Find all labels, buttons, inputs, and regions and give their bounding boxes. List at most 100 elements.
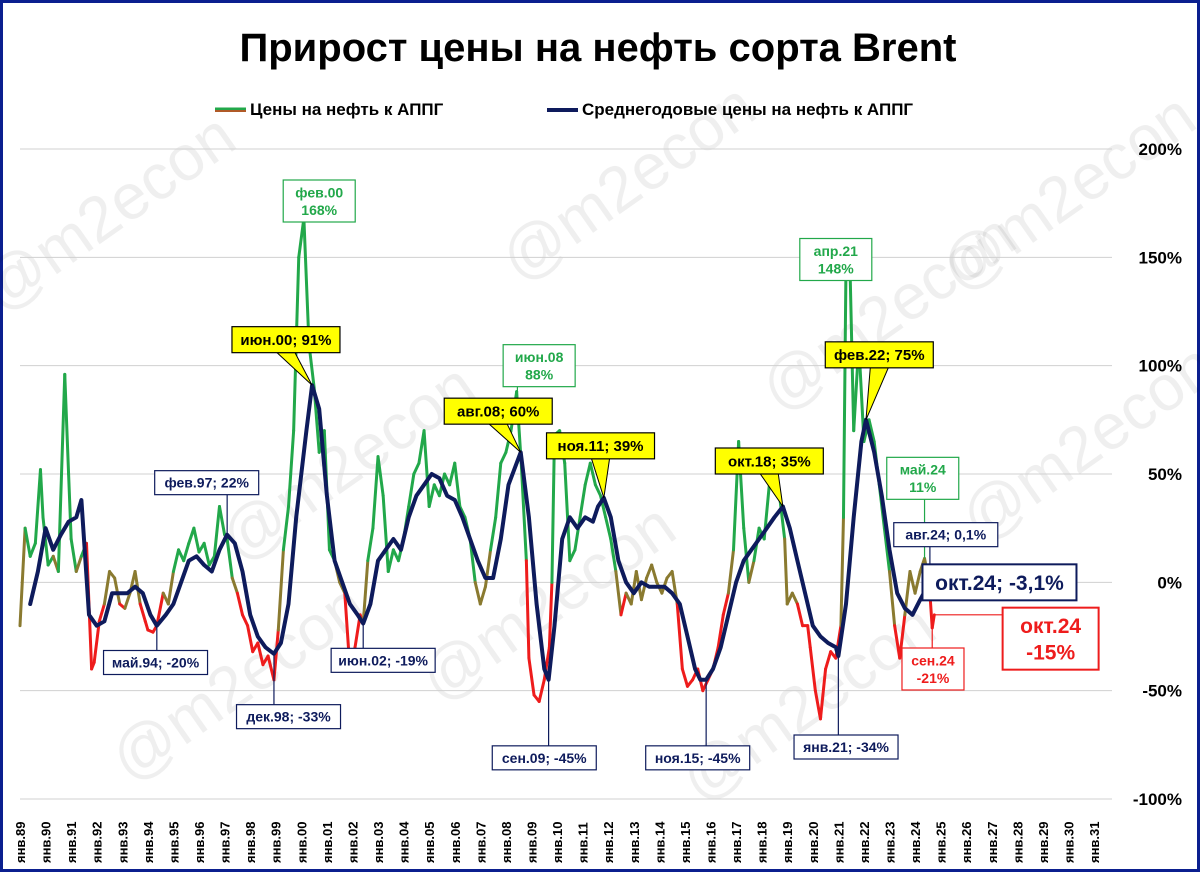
annotation: окт.24 -15%	[934, 606, 1100, 671]
y-axis-ticks: 200% 150% 100% 50% 0% -50% -100%	[1133, 140, 1182, 809]
annotation: фев.97; 22%	[154, 470, 260, 535]
price-yoy-segment	[202, 541, 211, 567]
price-yoy-segment	[721, 591, 730, 617]
legend-item-price-yoy: Цены на нефть к АППГ	[215, 100, 444, 119]
annotation: сен.24 -21%	[901, 627, 965, 691]
price-yoy-segment	[67, 472, 73, 541]
series-avg-price-yoy	[28, 383, 937, 682]
x-tick-label: янв.04	[397, 821, 412, 863]
x-tick-label: янв.15	[678, 821, 693, 863]
price-yoy-segment	[888, 570, 897, 628]
price-yoy-segment	[499, 450, 508, 465]
price-yoy-segment	[839, 515, 845, 628]
x-tick-label: янв.92	[90, 821, 105, 863]
watermark-text: @m2econ	[207, 349, 488, 576]
x-tick-label: янв.91	[64, 821, 79, 863]
price-yoy-segment	[302, 216, 311, 346]
price-yoy-segment	[588, 461, 597, 487]
price-yoy-segment	[785, 591, 794, 606]
x-tick-label: янв.08	[499, 821, 514, 863]
annotation-label: июн.02; -19%	[338, 652, 428, 668]
price-yoy-segment	[69, 537, 78, 573]
price-yoy-segment	[212, 505, 221, 558]
annotation-pointer	[487, 423, 522, 453]
price-yoy-segment	[246, 624, 255, 654]
x-tick-label: янв.17	[729, 821, 744, 863]
x-tick-label: янв.30	[1062, 821, 1077, 863]
annotation-box	[886, 456, 960, 500]
price-yoy-segment	[806, 624, 812, 649]
annotation-box	[799, 237, 873, 282]
annotation: июн.02; -19%	[330, 623, 436, 673]
annotation: фев.00 168%	[282, 179, 356, 223]
price-yoy-segment	[287, 429, 296, 508]
annotation-box	[102, 649, 209, 676]
annotation-box	[231, 326, 341, 354]
annotation-box	[154, 470, 260, 496]
price-yoy-segment	[609, 537, 618, 573]
price-yoy-segment	[171, 548, 181, 573]
annotation-box	[330, 647, 436, 673]
price-yoy-segment	[824, 650, 833, 671]
chart-title: Прирост цены на нефть сорта Brent	[239, 26, 956, 70]
price-yoy-segment	[524, 559, 531, 660]
price-yoy-segment	[583, 461, 592, 487]
price-yoy-segment	[230, 576, 239, 595]
price-yoy-segment	[366, 526, 375, 563]
x-tick-label: янв.14	[652, 821, 667, 863]
price-yoy-segment	[930, 613, 936, 630]
price-yoy-segment	[376, 455, 385, 498]
price-yoy-segment	[361, 559, 370, 625]
annotation: ноя.15; -45%	[645, 679, 751, 771]
x-tick-label: янв.90	[39, 821, 54, 863]
price-yoy-segment	[716, 613, 725, 649]
price-yoy-segment	[97, 602, 106, 623]
avg-price-yoy-line	[28, 383, 937, 682]
annotation-label: май.94; -20%	[112, 655, 200, 671]
annotation-label: июн.00; 91%	[240, 332, 331, 349]
x-tick-label: янв.97	[218, 821, 233, 863]
annotation-box	[502, 344, 576, 388]
price-yoy-segment	[882, 526, 892, 573]
annotation-box	[1001, 606, 1100, 671]
annotation-label: 148%	[818, 260, 854, 276]
price-yoy-segment	[407, 472, 416, 508]
annotation-box	[901, 647, 965, 691]
annotation-label: фев.00	[295, 184, 343, 200]
annotation-label: окт.18; 35%	[728, 453, 811, 470]
price-yoy-segment	[680, 667, 689, 688]
annotation-pointer	[865, 367, 890, 421]
price-yoy-segment	[519, 461, 528, 563]
annotation-label: ноя.15; -45%	[655, 750, 741, 766]
x-tick-label: янв.07	[473, 821, 488, 863]
price-yoy-segment	[381, 494, 390, 573]
price-yoy-segment	[192, 526, 201, 554]
price-yoy-segment	[235, 591, 244, 617]
annotation-box	[235, 704, 342, 730]
price-yoy-segment	[489, 515, 498, 552]
price-yoy-segment	[28, 541, 37, 558]
annotation: янв.21; -34%	[793, 656, 899, 760]
price-yoy-segment	[386, 548, 395, 573]
price-yoy-segment	[568, 548, 577, 563]
x-tick-label: янв.89	[13, 821, 28, 863]
price-yoy-segment	[113, 576, 122, 606]
x-tick-label: янв.95	[166, 821, 181, 863]
price-yoy-segment	[701, 678, 710, 693]
annotation-label: май.24	[900, 462, 946, 478]
y-tick-label: 100%	[1139, 357, 1182, 376]
price-yoy-segment	[38, 468, 45, 519]
price-yoy-segment	[808, 645, 817, 693]
y-tick-label: 50%	[1148, 465, 1182, 484]
x-tick-label: янв.23	[883, 821, 898, 863]
annotation-label: сен.09; -45%	[502, 750, 587, 766]
price-yoy-segment	[155, 591, 165, 628]
price-yoy-segment	[281, 505, 291, 552]
y-tick-label: 150%	[1139, 248, 1182, 267]
annotation-label: окт.24	[1020, 615, 1081, 638]
annotation-label: июн.08	[515, 349, 564, 365]
price-yoy-segment	[453, 461, 462, 508]
x-tick-label: янв.98	[243, 821, 258, 863]
